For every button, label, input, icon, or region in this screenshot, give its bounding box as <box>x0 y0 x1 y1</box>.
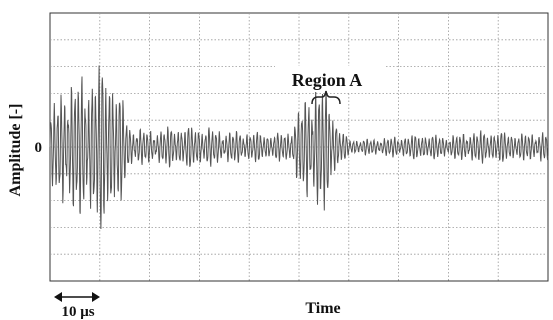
y-tick-label-zero: 0 <box>35 140 43 156</box>
scale-bar-arrow-left <box>54 292 62 302</box>
scale-bar-arrow-right <box>92 292 100 302</box>
scale-bar-label: 10 μs <box>61 304 94 320</box>
annotation-background <box>275 66 385 92</box>
region-a-label: Region A <box>292 70 363 90</box>
signal-line <box>49 65 549 230</box>
region-a-brace <box>311 90 341 105</box>
x-axis-label: Time <box>305 300 340 317</box>
scale-bar <box>54 292 100 302</box>
y-axis-label: Amplitude [-] <box>7 104 24 197</box>
